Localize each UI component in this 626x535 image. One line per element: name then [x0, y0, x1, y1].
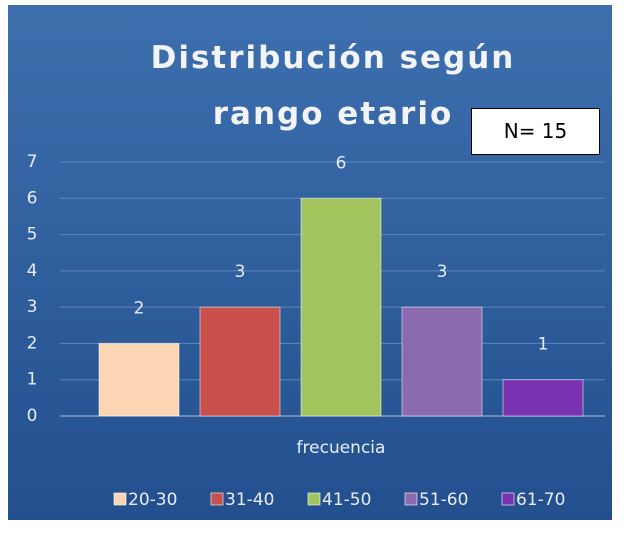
legend-label: 31-40 [225, 490, 274, 510]
bar [401, 306, 483, 417]
legend-swatch [210, 492, 224, 506]
legend-swatch [113, 492, 127, 506]
bar [199, 306, 281, 417]
y-tick-label: 0 [27, 406, 38, 426]
bar [98, 342, 180, 417]
annotation: N= 15 [471, 108, 600, 155]
x-tick-label: frecuencia [297, 438, 386, 458]
bar [502, 379, 584, 417]
legend-label: 61-70 [516, 490, 565, 510]
data-label: 3 [235, 262, 246, 282]
data-label: 3 [437, 262, 448, 282]
y-tick-label: 6 [27, 188, 38, 208]
data-label: 1 [538, 335, 549, 355]
legend-swatch [501, 492, 515, 506]
legend-label: 51-60 [419, 490, 468, 510]
y-tick-label: 1 [27, 370, 38, 390]
y-tick-label: 4 [27, 261, 38, 281]
y-tick-label: 3 [27, 297, 38, 317]
data-label: 6 [336, 153, 347, 173]
y-tick-label: 5 [27, 225, 38, 245]
data-label: 2 [134, 298, 145, 318]
legend-swatch [307, 492, 321, 506]
chart-title: Distribución según rango etario [150, 40, 516, 132]
y-tick-label: 2 [27, 333, 38, 353]
y-tick-label: 7 [27, 152, 38, 172]
bar [300, 197, 382, 417]
legend-label: 41-50 [322, 490, 371, 510]
legend-label: 20-30 [128, 490, 177, 510]
legend-swatch [404, 492, 418, 506]
